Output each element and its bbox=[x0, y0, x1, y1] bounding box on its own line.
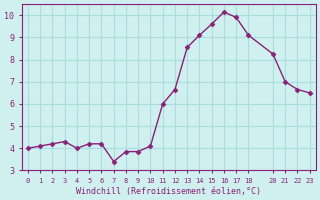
X-axis label: Windchill (Refroidissement éolien,°C): Windchill (Refroidissement éolien,°C) bbox=[76, 187, 261, 196]
